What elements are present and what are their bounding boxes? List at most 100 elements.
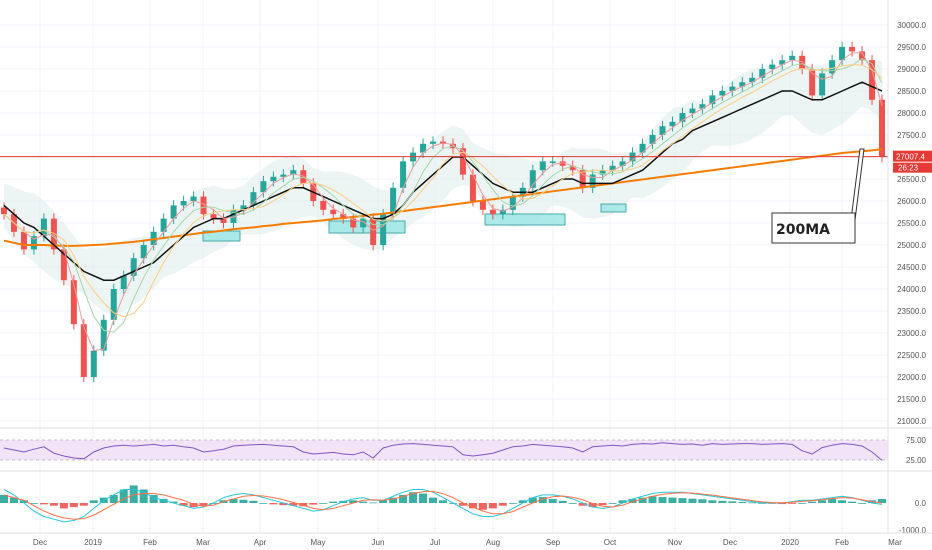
time-tick-label: Feb — [143, 538, 157, 547]
candle-body — [320, 201, 327, 210]
macd-bar — [458, 503, 467, 506]
macd-bar — [399, 494, 408, 503]
price-band — [4, 57, 882, 315]
macd-panel[interactable]: 0.0 -1000.0 — [0, 485, 927, 535]
candle-body — [749, 77, 756, 83]
macd-bar — [389, 497, 398, 503]
last-price-rect — [893, 150, 932, 162]
last-price-tag: 27007.4 26:23 — [893, 150, 932, 173]
countdown-rect — [893, 162, 932, 173]
candle-body — [280, 174, 287, 177]
candle-body — [829, 60, 836, 74]
support-zone — [484, 213, 566, 226]
candle-body — [789, 55, 796, 61]
candle-body — [60, 249, 67, 281]
macd-bar — [429, 497, 438, 503]
candle-body — [779, 60, 786, 65]
macd-bar — [728, 501, 737, 503]
candle-body — [639, 143, 646, 153]
macd-bar — [369, 502, 378, 504]
candle-body — [609, 165, 616, 171]
candle-body — [479, 201, 486, 210]
candle-body — [40, 218, 47, 237]
rsi-axis: 25.00 75.00 — [906, 436, 927, 465]
macd-bar — [39, 503, 48, 505]
time-tick-label: 2019 — [84, 538, 102, 547]
macd-bar — [718, 500, 727, 503]
macd-bar — [199, 503, 208, 506]
macd-bar — [419, 493, 428, 503]
time-axis[interactable]: Dec 2019 Feb Mar Apr May Jun Jul Aug Sep Oct Nov Dec… — [33, 538, 902, 547]
macd-bar — [349, 500, 358, 503]
price-tick-label: 24000.0 — [897, 285, 926, 294]
candle-body — [260, 181, 267, 193]
macd-bar — [269, 503, 278, 505]
rsi-tick-label: 25.00 — [906, 456, 927, 465]
annotation-text: 200MA — [776, 222, 830, 238]
candle-body — [839, 47, 846, 61]
price-tick-label: 21500.0 — [897, 395, 926, 404]
time-tick-label: Nov — [668, 538, 682, 547]
candle-body — [599, 170, 606, 175]
ma-line — [3, 81, 883, 281]
price-axis[interactable]: 21000.0 21500.0 22000.0 22500.0 23000.0 23500… — [897, 21, 926, 426]
candle-body — [290, 170, 297, 175]
price-tick-label: 22000.0 — [897, 373, 926, 382]
macd-bar — [828, 498, 837, 503]
macd-bar — [478, 503, 487, 510]
candle-body — [20, 231, 27, 250]
candle-body — [350, 218, 357, 228]
macd-bar — [818, 500, 827, 503]
macd-bar — [638, 497, 647, 503]
rsi-band — [0, 440, 888, 460]
macd-bar — [319, 503, 328, 504]
time-tick-label: Feb — [835, 538, 849, 547]
candle-body — [819, 73, 826, 96]
candle-body — [400, 161, 407, 188]
macd-bar — [109, 494, 118, 503]
candle-body — [569, 165, 576, 171]
macd-bar — [149, 494, 158, 503]
candle-body — [160, 218, 167, 232]
support-zone — [328, 220, 406, 234]
price-tick-label: 26500.0 — [897, 175, 926, 184]
candle-body — [200, 196, 207, 215]
candle-body — [1, 207, 7, 215]
macd-bar — [488, 503, 497, 509]
candle-body — [50, 218, 57, 250]
macd-bar — [329, 501, 338, 503]
price-tick-label: 25000.0 — [897, 241, 926, 250]
macd-bar — [658, 497, 667, 503]
candle-body — [170, 205, 177, 219]
candle-body — [430, 141, 437, 144]
annotation-pointer — [850, 148, 865, 221]
signal-line — [3, 490, 883, 520]
candle-body — [659, 126, 666, 135]
price-tick-label: 29000.0 — [897, 65, 926, 74]
macd-bar — [379, 500, 388, 503]
candle-body — [459, 148, 466, 175]
candle-body — [499, 209, 506, 215]
candle-body — [210, 214, 217, 219]
time-tick-label: Mar — [196, 538, 210, 547]
rsi-panel[interactable]: 25.00 75.00 — [0, 436, 927, 465]
candle-body — [140, 245, 147, 259]
macd-histogram — [0, 485, 886, 510]
macd-bar — [748, 502, 757, 504]
macd-bar — [79, 503, 88, 506]
time-tick-label: Jun — [372, 538, 385, 547]
macd-bar — [289, 503, 298, 506]
macd-bar — [588, 503, 597, 508]
candle-body — [130, 258, 137, 276]
candle-body — [579, 170, 586, 188]
macd-bar — [528, 497, 537, 503]
macd-bar — [19, 500, 28, 503]
short-ma-line — [3, 64, 883, 318]
support-zone — [600, 203, 627, 213]
rsi-tick-label: 75.00 — [906, 436, 927, 445]
price-tick-label: 28000.0 — [897, 109, 926, 118]
macd-bar — [648, 496, 657, 503]
macd-bar — [848, 501, 857, 503]
macd-bar — [688, 498, 697, 503]
